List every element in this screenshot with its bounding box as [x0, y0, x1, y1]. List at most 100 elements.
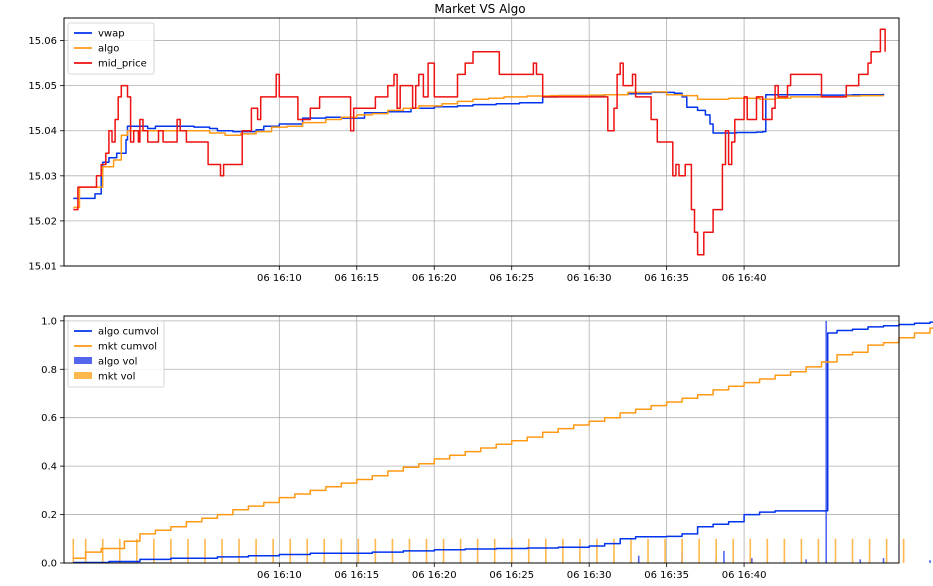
- bar-mkt-vol: [664, 538, 666, 563]
- series-line-mid-price: [73, 28, 886, 256]
- bar-mkt-vol: [630, 538, 632, 563]
- bar-mkt-vol: [72, 538, 75, 563]
- bar-mkt-vol: [510, 538, 513, 563]
- bar-mkt-vol: [681, 538, 683, 563]
- bar-mkt-vol: [562, 538, 564, 563]
- bar-mkt-vol: [289, 538, 291, 563]
- bar-mkt-vol: [868, 538, 871, 563]
- bar-mkt-vol: [579, 538, 581, 563]
- x-axis-ticks: 06 16:10 06 16:15 06 16:20 06 16:25 06 16:30…: [257, 563, 766, 581]
- bar-mkt-vol: [255, 538, 257, 563]
- bar-mkt-vol: [357, 538, 360, 563]
- series-group: [73, 28, 886, 256]
- x-tick-label: 06 16:15: [334, 570, 379, 581]
- bar-mkt-vol: [544, 538, 547, 563]
- bar-mkt-vol: [136, 538, 138, 563]
- bar-mkt-vol: [374, 538, 377, 563]
- x-tick-label: 06 16:20: [412, 273, 457, 284]
- grid: [64, 316, 899, 564]
- bar-algo-vol: [929, 560, 931, 563]
- y-tick-label: 15.06: [28, 36, 57, 47]
- bar-algo-vol: [882, 558, 885, 563]
- y-tick-label: 15.02: [28, 216, 57, 227]
- bar-mkt-vol: [187, 538, 189, 563]
- bar-mkt-vol: [459, 538, 462, 563]
- bar-algo-vol: [723, 550, 725, 563]
- legend-swatch: [74, 357, 92, 364]
- legend: algo cumvol mkt cumvol algo vol mkt vol: [67, 320, 165, 388]
- chart-title: Market VS Algo: [434, 2, 525, 16]
- bar-mkt-vol: [391, 538, 394, 563]
- bar-algo-vol: [751, 558, 753, 563]
- y-tick-label: 0.2: [41, 510, 57, 521]
- bar-mkt-vol: [647, 538, 649, 563]
- bar-mkt-vol: [204, 538, 206, 563]
- legend-label: mkt cumvol: [98, 342, 157, 353]
- bar-mkt-vol: [851, 538, 854, 563]
- bar-mkt-vol: [732, 538, 735, 563]
- x-tick-label: 06 16:35: [644, 570, 689, 581]
- plot-area-frame: [63, 315, 900, 564]
- chart-market-vs-algo: Market VS Algo 15.01 15.02 15.03 15.04 15.05…: [28, 2, 900, 284]
- plot-area-frame: [63, 17, 900, 267]
- legend-label: mid_price: [98, 59, 147, 70]
- y-tick-label: 15.04: [28, 126, 57, 137]
- series-line-algo-cumvol: [73, 321, 933, 564]
- legend-label: mkt vol: [98, 372, 135, 383]
- bar-mkt-vol: [613, 538, 615, 563]
- bar-algo-vol: [637, 555, 640, 563]
- bar-mkt-vol: [800, 538, 803, 563]
- bar-mkt-vol: [170, 538, 172, 563]
- x-tick-label: 06 16:40: [722, 273, 767, 284]
- x-tick-label: 06 16:40: [722, 570, 767, 581]
- x-tick-label: 06 16:10: [257, 273, 302, 284]
- y-tick-label: 0.0: [41, 559, 57, 570]
- bar-mkt-vol: [902, 538, 905, 563]
- x-tick-label: 06 16:10: [257, 570, 302, 581]
- bar-mkt-vol: [221, 538, 223, 563]
- x-tick-label: 06 16:30: [567, 273, 612, 284]
- x-tick-label: 06 16:30: [567, 570, 612, 581]
- legend-swatch: [74, 372, 92, 379]
- bar-mkt-vol: [340, 538, 343, 563]
- legend-box: [67, 22, 155, 75]
- legend-label: algo cumvol: [98, 327, 159, 338]
- bar-mkt-vol: [238, 538, 240, 563]
- bar-mkt-vol: [766, 538, 769, 563]
- legend-box: [67, 320, 165, 388]
- bar-mkt-vol: [817, 538, 820, 563]
- y-tick-label: 0.8: [41, 365, 57, 376]
- series-group: [73, 321, 933, 564]
- chart-cumulative-volume: 0.00.20.40.60.81.0 06 16:10 06 16:15 06 16…: [41, 315, 933, 581]
- legend: vwap algo mid_price: [67, 22, 155, 75]
- bar-mkt-vol: [101, 538, 104, 563]
- legend-label: vwap: [98, 29, 125, 40]
- y-tick-label: 1.0: [41, 316, 57, 327]
- bar-mkt-vol: [698, 538, 700, 563]
- bar-mkt-vol: [323, 538, 326, 563]
- y-axis-ticks: 15.01 15.02 15.03 15.04 15.05 15.06: [28, 36, 64, 273]
- legend-label: algo: [98, 44, 119, 55]
- bar-mkt-vol: [749, 538, 752, 563]
- series-line-mkt-cumvol: [73, 327, 933, 559]
- x-tick-label: 06 16:35: [644, 273, 689, 284]
- x-tick-label: 06 16:25: [489, 273, 534, 284]
- y-axis-ticks: 0.0 0.2 0.4 0.6 0.8 1.0: [41, 316, 64, 570]
- bar-mkt-vol: [783, 538, 786, 563]
- legend-label: algo vol: [98, 357, 137, 368]
- y-tick-label: 15.03: [28, 171, 57, 182]
- bar-mkt-vol: [527, 538, 530, 563]
- bar-mkt-vol: [442, 538, 445, 563]
- bar-mkt-vol: [272, 538, 274, 563]
- y-tick-label: 0.6: [41, 413, 57, 424]
- bar-mkt-vol: [84, 538, 87, 563]
- bar-mkt-vol: [153, 538, 155, 563]
- bar-mkt-vol: [306, 538, 309, 563]
- x-axis-ticks: 06 16:10 06 16:15 06 16:20 06 16:25 06 16:30…: [257, 266, 766, 284]
- x-tick-label: 06 16:20: [412, 570, 457, 581]
- bar-mkt-vol: [118, 538, 121, 563]
- y-tick-label: 15.01: [28, 262, 57, 273]
- bar-mkt-vol: [834, 538, 837, 563]
